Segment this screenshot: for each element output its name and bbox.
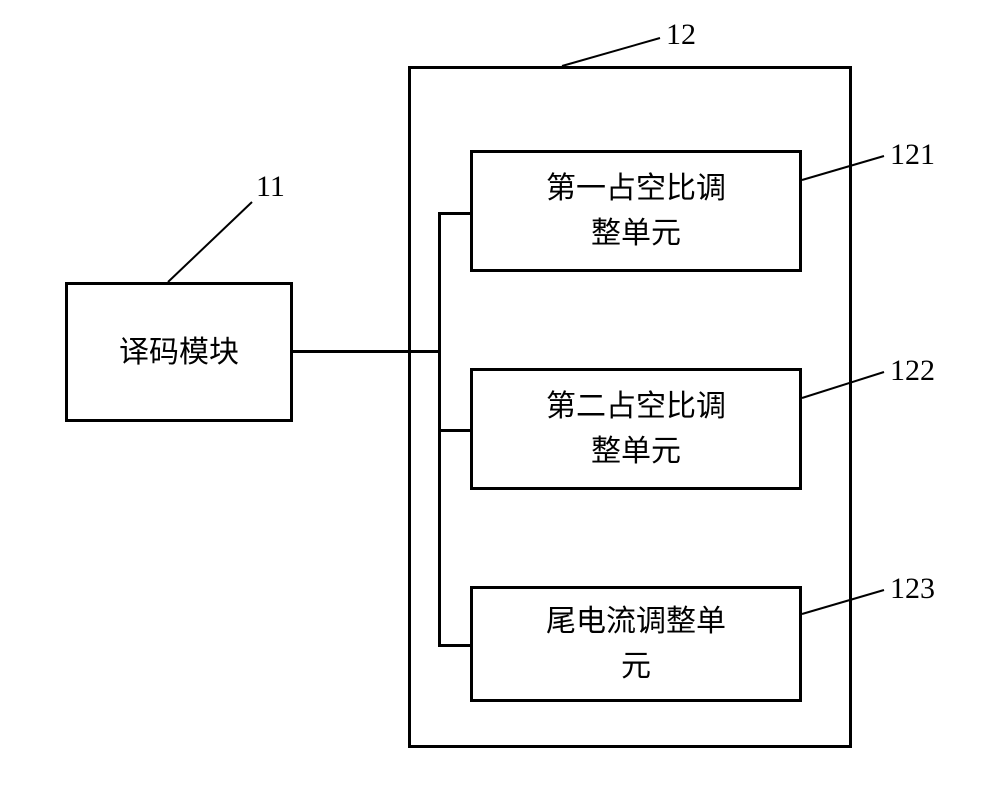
unit1-box: 第一占空比调 整单元 [470, 150, 802, 272]
lead-line [168, 202, 252, 282]
unit3-label: 尾电流调整单 元 [534, 593, 738, 695]
wire [408, 350, 441, 353]
wire [293, 350, 408, 353]
lead-line [562, 38, 660, 66]
ref-122: 122 [890, 354, 935, 388]
decoder-box: 译码模块 [65, 282, 293, 422]
unit2-label: 第二占空比调 整单元 [534, 378, 738, 480]
ref-121: 121 [890, 138, 935, 172]
unit2-box: 第二占空比调 整单元 [470, 368, 802, 490]
ref-123: 123 [890, 572, 935, 606]
wire [438, 644, 470, 647]
diagram-canvas: 译码模块 第一占空比调 整单元 第二占空比调 整单元 尾电流调整单 元 11 1… [0, 0, 1000, 803]
unit1-label: 第一占空比调 整单元 [534, 160, 738, 262]
decoder-label: 译码模块 [107, 324, 251, 381]
ref-12: 12 [666, 18, 696, 52]
ref-11: 11 [256, 170, 285, 204]
unit3-box: 尾电流调整单 元 [470, 586, 802, 702]
wire [438, 212, 441, 644]
wire [438, 212, 470, 215]
wire [438, 429, 470, 432]
